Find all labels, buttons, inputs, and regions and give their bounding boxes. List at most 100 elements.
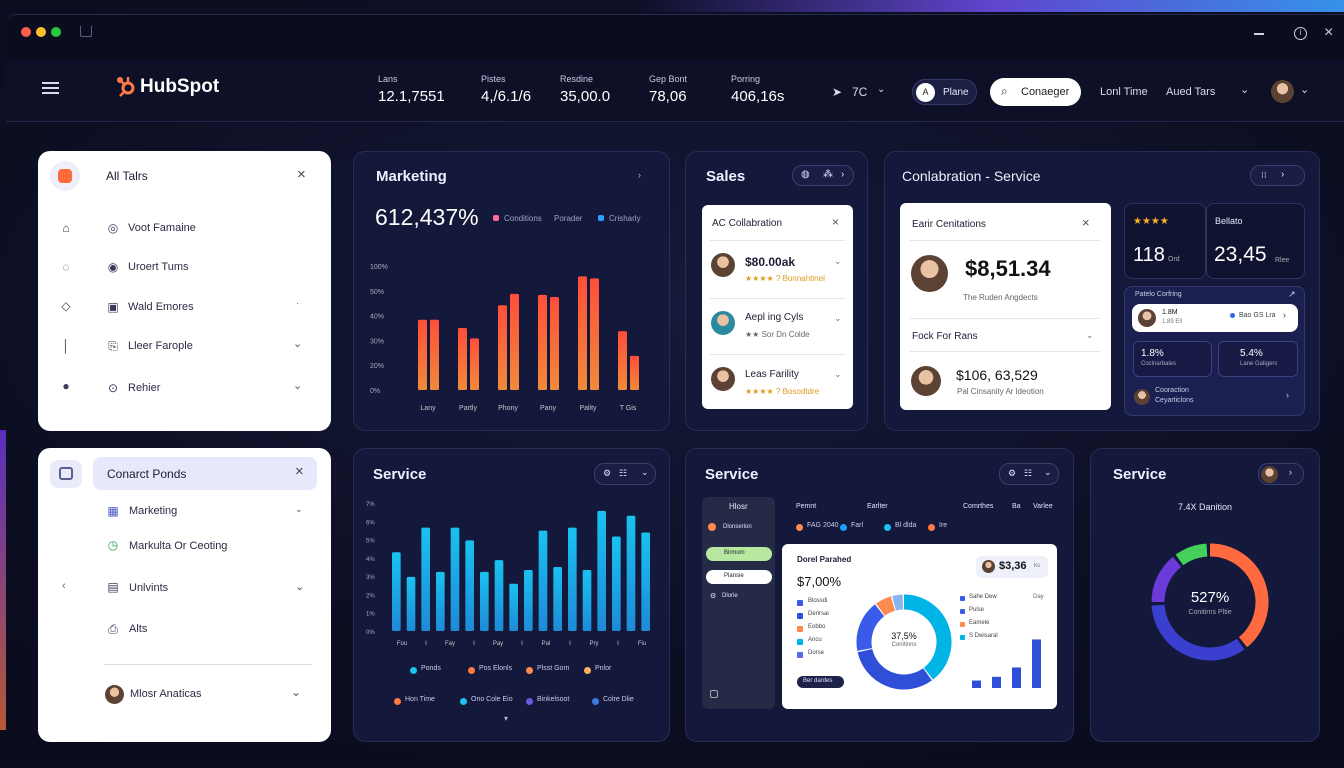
service3-avatar xyxy=(1261,466,1278,483)
sidebar2-item-3[interactable]: Unlvints xyxy=(129,582,169,594)
sidebar2-title-bar[interactable] xyxy=(93,457,317,490)
item-s2-3-chevron-icon[interactable]: ⌄ xyxy=(295,581,305,593)
sidebar2-close-icon[interactable]: × xyxy=(295,463,304,480)
sales-row-2-menu-icon[interactable]: ⌄ xyxy=(834,313,842,323)
service3-toolbar[interactable]: › xyxy=(1258,463,1304,485)
refresh-icon[interactable]: ◍ xyxy=(801,169,810,180)
service2-side-item-4[interactable]: Dlorie xyxy=(722,593,738,599)
avatar-chevron-icon[interactable]: ⌄ xyxy=(1300,84,1310,96)
sales-row-1-menu-icon[interactable]: ⌄ xyxy=(834,256,842,266)
collab-toolbar[interactable]: ⁝⁝ › xyxy=(1250,165,1305,186)
service2-donut-slice xyxy=(856,604,885,651)
service2-settings-icon[interactable]: ⚙ xyxy=(1008,468,1017,478)
collab-footer-chevron-icon[interactable]: › xyxy=(1286,390,1289,400)
close-icon[interactable]: × xyxy=(1324,24,1334,41)
sales-card-close-icon[interactable]: × xyxy=(832,215,840,229)
header-chevron-icon[interactable]: ⌄ xyxy=(1240,84,1250,96)
sidebar1-item-2[interactable]: Uroert Tums xyxy=(128,261,189,273)
service2-list-icon[interactable]: ☷ xyxy=(1024,468,1033,478)
menu-icon[interactable] xyxy=(42,82,59,94)
item-s2-5-chevron-icon[interactable]: ⌄ xyxy=(291,685,302,699)
marketing-collapse-icon[interactable]: › xyxy=(638,170,641,180)
service2-chip[interactable]: $3,36 ks xyxy=(976,556,1048,578)
service2-side-item-2[interactable]: Birmom xyxy=(724,550,745,556)
close-window-button[interactable] xyxy=(21,27,31,37)
item-4-chevron-icon[interactable]: ⌄ xyxy=(293,338,303,350)
rating-card xyxy=(1124,203,1206,279)
collab-pill-chevron-icon[interactable]: › xyxy=(1283,310,1286,320)
side-item-2-pill[interactable] xyxy=(706,547,772,561)
collab-grid-icon[interactable]: ⁝⁝ xyxy=(1261,170,1267,180)
collapse-arrow-icon[interactable]: ‹ xyxy=(62,580,66,592)
filter-icon[interactable]: ⁂ xyxy=(823,169,833,180)
sidebar1-item-3[interactable]: Wald Emores xyxy=(128,301,194,313)
chevron-down-icon[interactable]: ⌄ xyxy=(877,84,886,95)
service2-chip-avatar xyxy=(982,560,995,573)
header-link-time[interactable]: Lonl Time xyxy=(1100,86,1148,98)
collab-big-sub: The Ruden Angdects xyxy=(963,293,1038,302)
service2-side-item-3[interactable]: Plansie xyxy=(724,573,744,579)
service1-pager-dot[interactable]: ▾ xyxy=(504,714,509,723)
item-5-chevron-icon[interactable]: ⌄ xyxy=(293,380,303,392)
sales-row-3-menu-icon[interactable]: ⌄ xyxy=(834,369,842,379)
item-s2-1-chevron-icon[interactable]: ⌄ xyxy=(295,504,303,514)
service1-dropdown-icon[interactable]: ⌄ xyxy=(641,467,649,477)
minimize-window-button[interactable] xyxy=(36,27,46,37)
collab-mini-expand-icon[interactable]: ↗ xyxy=(1288,289,1296,299)
sidebar2-item-1[interactable]: Marketing xyxy=(129,505,178,517)
sidebar2-item-4[interactable]: Alts xyxy=(129,623,148,635)
marketing-ytick: 40% xyxy=(370,314,384,321)
sidebar-toggle-icon[interactable] xyxy=(80,26,92,37)
service1-xtick: Pay xyxy=(493,641,503,647)
side-footer-icon[interactable] xyxy=(710,690,718,698)
item-3-arrow-icon[interactable]: · xyxy=(296,298,299,308)
brand-name[interactable]: HubSpot xyxy=(140,76,220,97)
sales-row-3-name[interactable]: Leas Farility xyxy=(745,369,799,380)
service1-legend-2-swatch xyxy=(460,698,467,705)
info-icon[interactable]: i xyxy=(1294,27,1307,40)
marketing-bar xyxy=(418,319,427,390)
side-item-3-pill[interactable] xyxy=(706,570,772,584)
service3-gauge-slice xyxy=(1151,604,1245,661)
collab-more-icon[interactable]: › xyxy=(1281,169,1285,180)
sales-row-2-name[interactable]: Aepl ing Cyls xyxy=(745,312,804,323)
marketing-legend-2: Porader xyxy=(554,214,583,223)
service2-dropdown-icon[interactable]: ⌄ xyxy=(1044,467,1052,477)
collab-sec-chevron-icon[interactable]: ⌄ xyxy=(1086,330,1094,340)
sidebar2-divider xyxy=(104,664,312,665)
sales-row-1-name[interactable]: $80.00ak xyxy=(745,255,796,269)
service1-bar xyxy=(421,527,430,631)
plane-icon: A xyxy=(916,83,935,102)
header-link-tars[interactable]: Aued Tars xyxy=(1166,86,1216,98)
collab-pill-card[interactable] xyxy=(1132,304,1298,332)
avatar[interactable] xyxy=(1271,80,1294,103)
service2-side-item-1[interactable]: Dlonserlon xyxy=(723,524,752,530)
collab-card-close-icon[interactable]: × xyxy=(1082,215,1090,230)
maximize-window-button[interactable] xyxy=(51,27,61,37)
sidebar1-item-4[interactable]: Lleer Farople xyxy=(128,340,193,352)
sidebar1-item-1[interactable]: Voot Famaine xyxy=(128,222,196,234)
rating-stars: ★★★★ xyxy=(1133,216,1169,227)
sidebar1-close-icon[interactable]: × xyxy=(297,166,306,183)
service2-donut-chart xyxy=(856,594,952,690)
marketing-bar xyxy=(458,328,467,390)
search-button[interactable]: ⌕ Conaeger xyxy=(990,78,1081,106)
plane-pill[interactable]: A Plane xyxy=(912,79,977,105)
send-icon[interactable]: ➤ xyxy=(832,85,843,99)
service1-list-icon[interactable]: ☷ xyxy=(619,468,628,478)
sales-toolbar[interactable]: ◍ ⁂ › xyxy=(792,165,854,186)
service1-toolbar[interactable]: ⚙ ☷ ⌄ xyxy=(594,463,656,485)
service2-tag[interactable] xyxy=(797,676,844,688)
sales-more-icon[interactable]: › xyxy=(841,169,845,180)
collab-big-value: $8,51.34 xyxy=(965,256,1051,281)
collab-card-title: Earir Cenitations xyxy=(912,219,986,230)
sidebar2-item-2[interactable]: Markulta Or Ceoting xyxy=(129,540,228,552)
minimize-icon[interactable] xyxy=(1254,33,1264,35)
service1-settings-icon[interactable]: ⚙ xyxy=(603,468,612,478)
service1-xtick: Pal xyxy=(542,641,551,647)
service1-bar xyxy=(509,583,518,631)
service2-toolbar[interactable]: ⚙ ☷ ⌄ xyxy=(999,463,1059,485)
service3-more-icon[interactable]: › xyxy=(1289,467,1292,477)
sidebar1-item-5[interactable]: Rehier xyxy=(128,382,161,394)
sidebar2-item-5[interactable]: Mlosr Anaticas xyxy=(130,688,202,700)
